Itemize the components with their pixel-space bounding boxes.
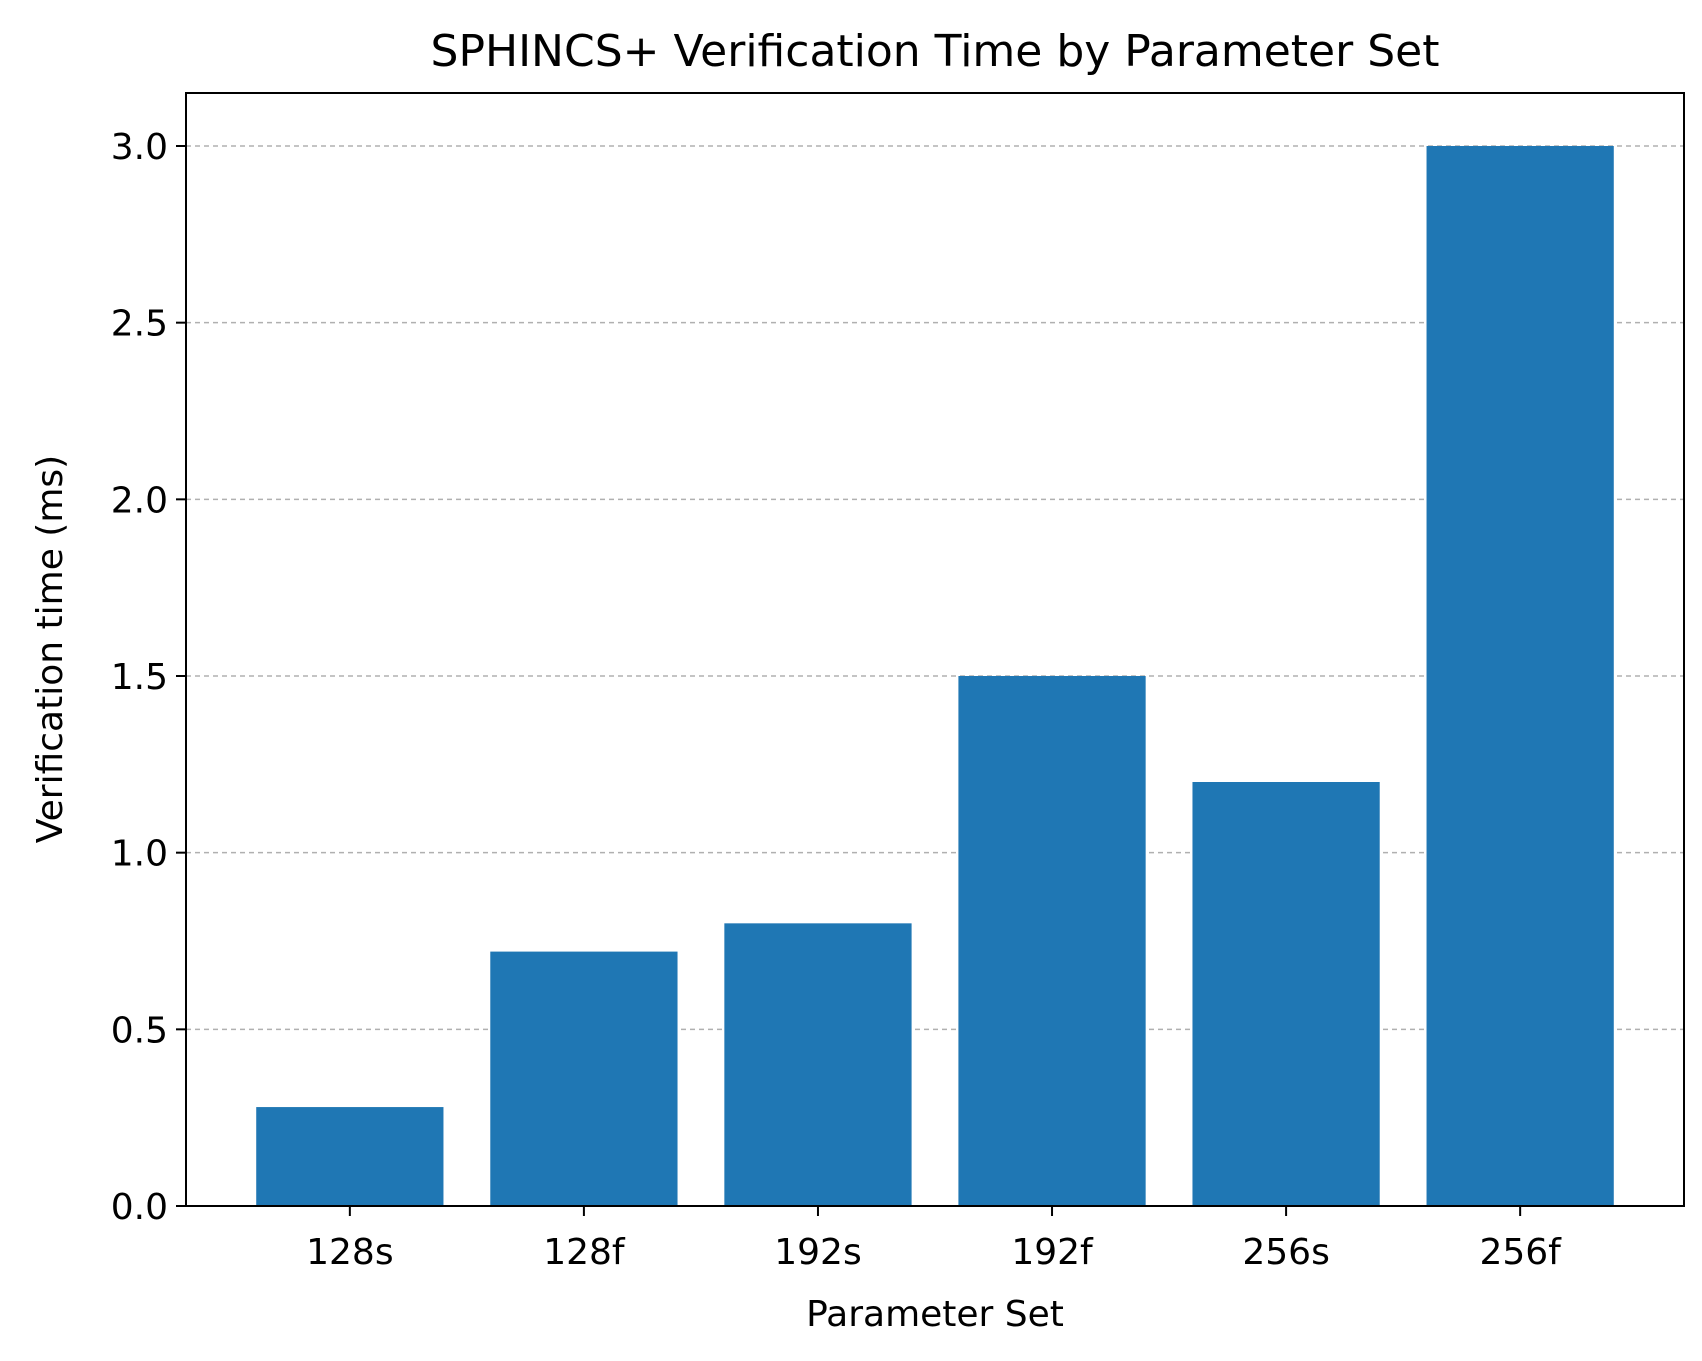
- y-tick-label: 1.5: [111, 657, 168, 698]
- grid-lines: [186, 145, 1684, 1031]
- y-tick-label: 0.0: [111, 1187, 168, 1228]
- bars: [256, 146, 1614, 1206]
- bar-192s: [724, 923, 912, 1206]
- bar-128f: [490, 951, 678, 1206]
- x-tick-label: 192f: [1011, 1232, 1094, 1273]
- y-tick-label: 3.0: [111, 127, 168, 168]
- plot-frame: [185, 92, 1685, 1207]
- bar-192f: [958, 676, 1146, 1206]
- chart-title: SPHINCS+ Verification Time by Parameter …: [431, 26, 1440, 77]
- y-tick-label: 1.0: [111, 834, 168, 875]
- y-axis-label: Verification time (ms): [30, 455, 71, 843]
- x-tick-label: 256s: [1242, 1232, 1329, 1273]
- y-tick-label: 2.5: [111, 304, 168, 345]
- bar-256f: [1426, 146, 1614, 1206]
- bar-128s: [256, 1107, 444, 1206]
- x-axis-label: Parameter Set: [806, 1294, 1064, 1335]
- bar-256s: [1192, 782, 1380, 1206]
- x-tick-label: 128f: [543, 1232, 626, 1273]
- x-tick-label: 128s: [306, 1232, 393, 1273]
- x-tick-label: 256f: [1479, 1232, 1562, 1273]
- y-tick-label: 0.5: [111, 1010, 168, 1051]
- y-axis-ticks: 0.0 0.5 1.0 1.5 2.0 2.5 3.0: [111, 127, 186, 1228]
- y-tick-label: 2.0: [111, 480, 168, 521]
- x-axis-ticks: 128s 128f 192s 192f 256s 256f: [306, 1206, 1562, 1273]
- x-tick-label: 192s: [774, 1232, 861, 1273]
